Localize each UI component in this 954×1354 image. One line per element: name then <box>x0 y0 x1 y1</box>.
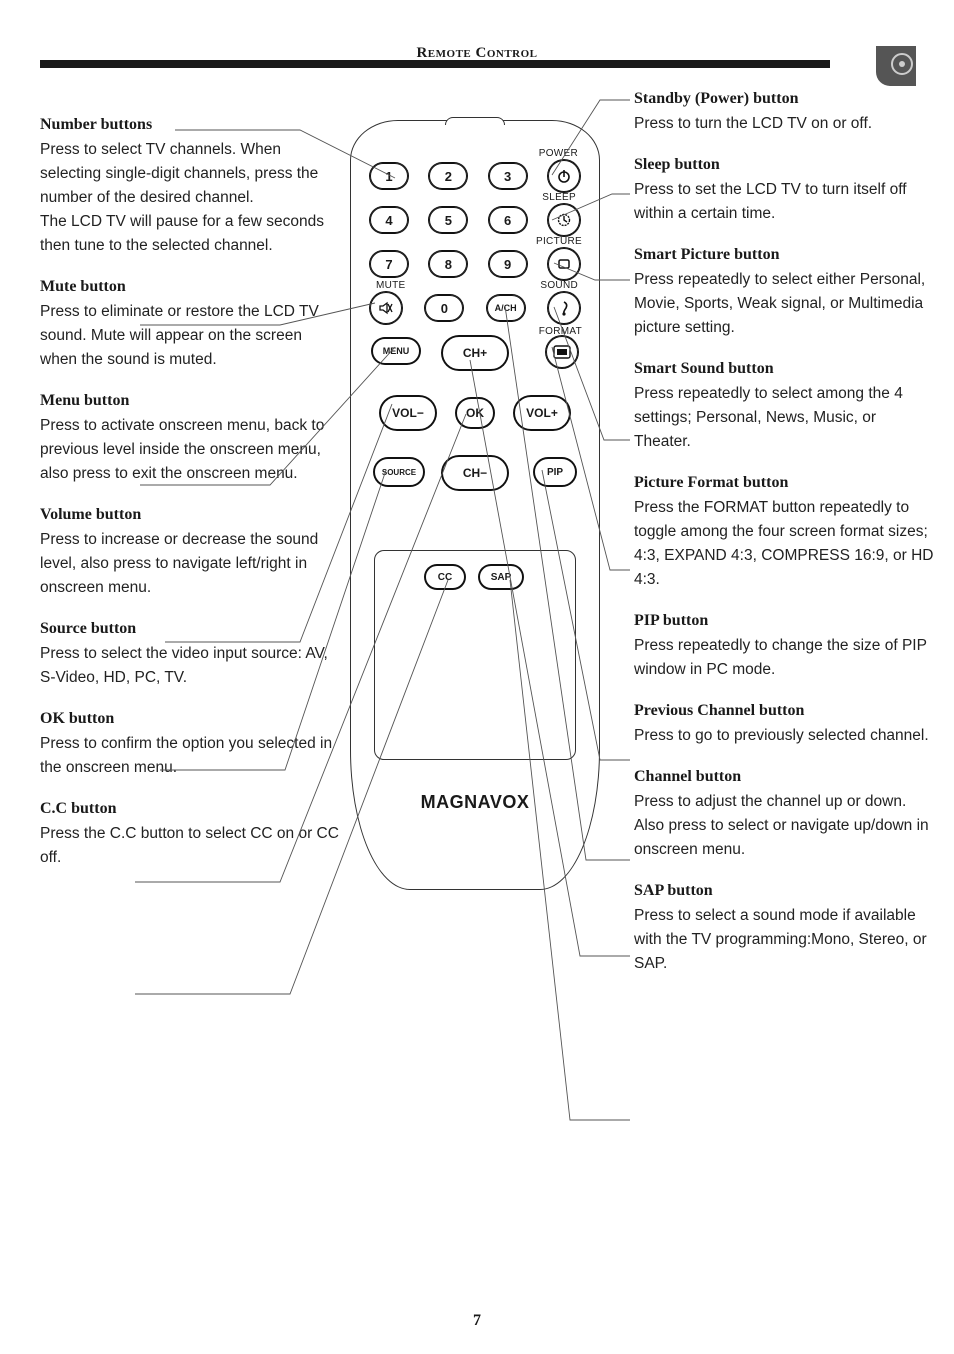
label-power: POWER <box>539 148 578 159</box>
btn-6: 6 <box>489 207 527 233</box>
btn-source: SOURCE <box>374 458 424 486</box>
btn-2: 2 <box>429 163 467 189</box>
btn-vol-minus: VOL− <box>380 396 436 430</box>
number-grid: 1 2 3 4 5 6 7 8 9 0 A/CH <box>370 160 580 336</box>
sec-body: Press to select a sound mode if availabl… <box>634 904 934 976</box>
sec-menu: Menu button Press to activate onscreen m… <box>40 392 340 486</box>
sec-title: Sleep button <box>634 156 934 174</box>
btn-vol-plus: VOL+ <box>514 396 570 430</box>
disc-icon <box>876 46 916 86</box>
sec-title: Channel button <box>634 768 934 786</box>
sec-body: Press to go to previously selected chann… <box>634 724 934 748</box>
btn-ch-minus: CH− <box>442 456 508 490</box>
sec-ok: OK button Press to confirm the option yo… <box>40 710 340 780</box>
sec-cc: C.C button Press the C.C button to selec… <box>40 800 340 870</box>
sec-title: Picture Format button <box>634 474 934 492</box>
sec-title: C.C button <box>40 800 340 818</box>
sec-number: Number buttons Press to select TV channe… <box>40 116 340 258</box>
sec-body: Press repeatedly to select either Person… <box>634 268 934 340</box>
right-column: Standby (Power) button Press to turn the… <box>634 90 934 996</box>
sec-channel: Channel button Press to adjust the chann… <box>634 768 934 862</box>
sec-title: Source button <box>40 620 340 638</box>
sec-body: Press repeatedly to select among the 4 s… <box>634 382 934 454</box>
btn-9: 9 <box>489 251 527 277</box>
sec-body: Press the FORMAT button repeatedly to to… <box>634 496 934 592</box>
sec-body: Press to adjust the channel up or down. … <box>634 790 934 862</box>
sec-title: PIP button <box>634 612 934 630</box>
btn-4: 4 <box>370 207 408 233</box>
sec-body: Press repeatedly to change the size of P… <box>634 634 934 682</box>
sec-prev-channel: Previous Channel button Press to go to p… <box>634 702 934 748</box>
sec-volume: Volume button Press to increase or decre… <box>40 506 340 600</box>
btn-ach: A/CH <box>487 295 525 321</box>
sec-body: Press the C.C button to select CC on or … <box>40 822 340 870</box>
btn-ok: OK <box>456 398 494 428</box>
btn-cc: CC <box>425 565 465 589</box>
sec-pip: PIP button Press repeatedly to change th… <box>634 612 934 682</box>
sec-body: Press to confirm the option you selected… <box>40 732 340 780</box>
sec-body: Press to select TV channels. When select… <box>40 138 340 258</box>
power-icon <box>548 160 580 192</box>
sound-icon <box>548 292 580 324</box>
remote: POWER SLEEP PICTURE SOUND MUTE FORMAT 1 … <box>350 120 600 900</box>
btn-ch-plus: CH+ <box>442 336 508 370</box>
sec-title: Smart Sound button <box>634 360 934 378</box>
sec-body: Press to activate onscreen menu, back to… <box>40 414 340 486</box>
sec-title: Number buttons <box>40 116 340 134</box>
btn-0: 0 <box>425 295 463 321</box>
sec-body: Press to increase or decrease the sound … <box>40 528 340 600</box>
sec-sap: SAP button Press to select a sound mode … <box>634 882 934 976</box>
btn-pip: PIP <box>534 458 576 486</box>
sec-title: Previous Channel button <box>634 702 934 720</box>
mute-icon <box>370 292 402 324</box>
sec-sleep: Sleep button Press to set the LCD TV to … <box>634 156 934 226</box>
sec-standby: Standby (Power) button Press to turn the… <box>634 90 934 136</box>
sec-title: Smart Picture button <box>634 246 934 264</box>
remote-notch <box>445 117 505 125</box>
btn-3: 3 <box>489 163 527 189</box>
sec-title: SAP button <box>634 882 934 900</box>
sec-body: Press to set the LCD TV to turn itself o… <box>634 178 934 226</box>
sec-title: Volume button <box>40 506 340 524</box>
sec-smart-sound: Smart Sound button Press repeatedly to s… <box>634 360 934 454</box>
sec-title: OK button <box>40 710 340 728</box>
sec-title: Mute button <box>40 278 340 296</box>
btn-7: 7 <box>370 251 408 277</box>
header-title: Remote Control <box>416 45 537 62</box>
left-column: Number buttons Press to select TV channe… <box>40 116 340 890</box>
page-number: 7 <box>0 1312 954 1330</box>
btn-8: 8 <box>429 251 467 277</box>
sec-body: Press to eliminate or restore the LCD TV… <box>40 300 340 372</box>
sec-mute: Mute button Press to eliminate or restor… <box>40 278 340 372</box>
btn-5: 5 <box>429 207 467 233</box>
sec-source: Source button Press to select the video … <box>40 620 340 690</box>
picture-icon <box>548 248 580 280</box>
sec-body: Press to select the video input source: … <box>40 642 340 690</box>
bottom-panel: CC SAP <box>374 550 576 760</box>
nav-cluster: CH+ CH− VOL− VOL+ OK SOURCE PIP <box>380 360 570 530</box>
sec-body: Press to turn the LCD TV on or off. <box>634 112 934 136</box>
sec-title: Standby (Power) button <box>634 90 934 108</box>
btn-sap: SAP <box>479 565 523 589</box>
sec-title: Menu button <box>40 392 340 410</box>
sec-smart-picture: Smart Picture button Press repeatedly to… <box>634 246 934 340</box>
header-rule <box>40 60 830 68</box>
sec-picture-format: Picture Format button Press the FORMAT b… <box>634 474 934 592</box>
sleep-icon <box>548 204 580 236</box>
brand: MAGNAVOX <box>350 792 600 813</box>
btn-1: 1 <box>370 163 408 189</box>
